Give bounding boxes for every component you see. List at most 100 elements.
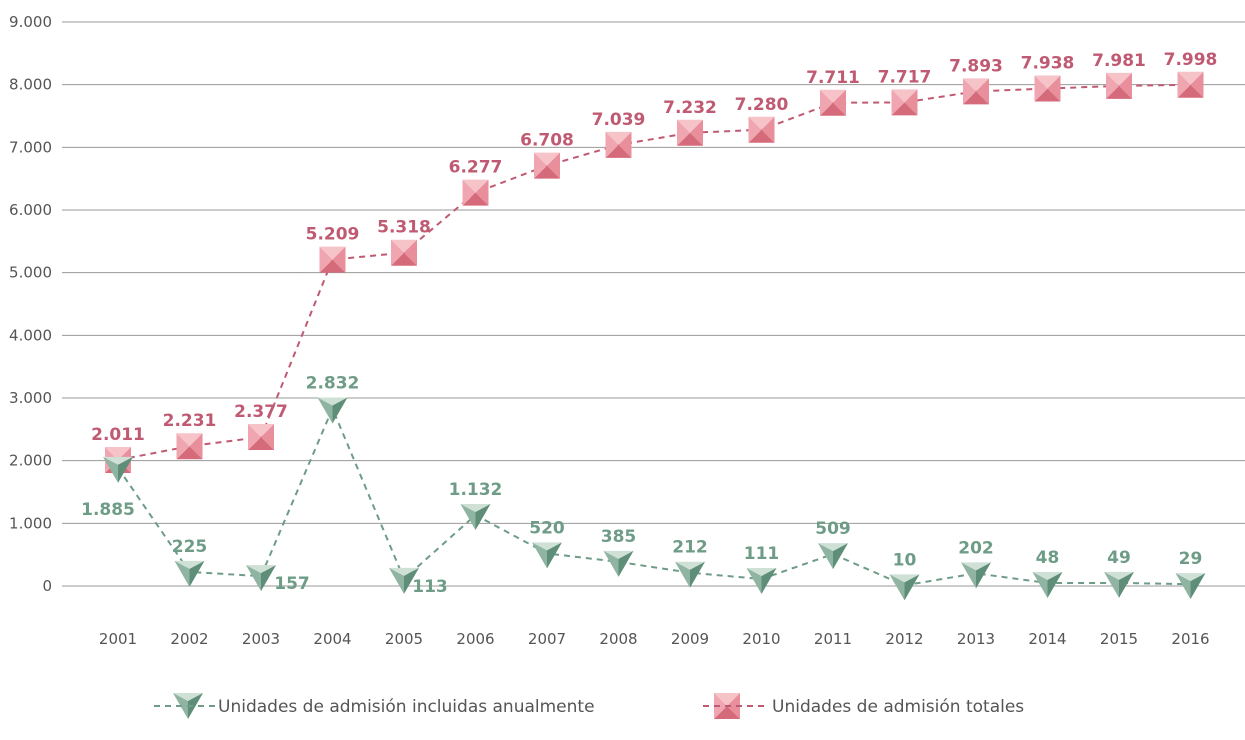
square-marker [248, 424, 274, 451]
marker-facet [174, 560, 205, 569]
data-label-incluidas: 29 [1179, 549, 1203, 569]
data-label-incluidas: 113 [412, 577, 448, 597]
marker-facet [105, 446, 131, 460]
square-marker [1034, 75, 1061, 102]
marker-facet [675, 561, 690, 588]
marker-facet [891, 89, 918, 103]
x-tick-label: 2002 [170, 630, 208, 648]
x-tick-label: 2013 [957, 630, 995, 648]
marker-facet [820, 89, 833, 116]
marker-facet [963, 91, 989, 105]
marker-facet [677, 132, 703, 146]
data-label-totales: 7.232 [663, 98, 717, 118]
marker-facet [904, 89, 918, 116]
marker-facet [462, 179, 489, 193]
triangle-marker [317, 397, 348, 424]
marker-facet [1190, 573, 1206, 600]
marker-facet [618, 131, 632, 158]
marker-facet [319, 246, 333, 273]
x-tick-label: 2008 [599, 630, 637, 648]
marker-facet [1177, 71, 1204, 85]
data-label-incluidas: 385 [601, 527, 637, 547]
data-label-incluidas: 225 [172, 537, 208, 557]
marker-facet [332, 246, 346, 273]
y-tick-label: 0 [42, 577, 52, 595]
marker-facet [475, 504, 491, 531]
y-axis: 0 1.000 2.000 3.000 4.000 5.000 6.000 7.000 8.00… [9, 13, 52, 595]
series-line-incluidas [117, 405, 1191, 587]
data-label-totales: 7.981 [1092, 51, 1146, 71]
marker-facet [547, 152, 560, 179]
data-label-totales: 7.280 [735, 95, 789, 115]
x-tick-label: 2007 [528, 630, 566, 648]
x-tick-label: 2009 [671, 630, 709, 648]
x-tick-label: 2016 [1171, 630, 1209, 648]
marker-facet [460, 504, 491, 513]
x-tick-label: 2005 [385, 630, 423, 648]
y-tick-label: 3.000 [9, 389, 52, 407]
marker-facet [690, 561, 705, 588]
marker-facet [603, 550, 619, 577]
marker-shadow [343, 239, 404, 301]
x-tick-label: 2004 [313, 630, 351, 648]
data-label-totales: 2.231 [163, 411, 217, 431]
marker-facet [1177, 71, 1191, 98]
marker-facet [963, 78, 989, 92]
marker-facet [460, 504, 476, 531]
marker-facet [248, 424, 261, 451]
data-label-totales: 5.209 [306, 225, 360, 245]
marker-facet [714, 706, 740, 719]
data-label-incluidas: 520 [529, 518, 565, 538]
triangle-marker [389, 567, 419, 594]
triangle-marker [961, 562, 991, 589]
marker-facet [761, 568, 777, 595]
marker-facet [761, 116, 775, 143]
marker-facet [1175, 573, 1191, 600]
marker-facet [605, 131, 619, 158]
marker-facet [534, 152, 547, 179]
data-label-totales: 7.711 [806, 68, 860, 88]
marker-facet [391, 239, 404, 266]
marker-facet [714, 693, 727, 719]
triangle-marker [818, 543, 848, 570]
x-tick-label: 2014 [1028, 630, 1066, 648]
marker-facet [820, 102, 846, 116]
marker-facet [261, 565, 276, 592]
y-tick-label: 5.000 [9, 264, 52, 282]
marker-facet [690, 119, 703, 146]
marker-facet [391, 252, 417, 266]
marker-facet [317, 397, 333, 424]
marker-facet [746, 568, 762, 595]
marker-facet [246, 565, 261, 592]
legend: Unidades de admisión incluidas anualment… [154, 697, 1024, 717]
square-marker [176, 433, 203, 460]
marker-facet [748, 116, 775, 130]
marker-facet [103, 456, 133, 465]
marker-facet [891, 102, 918, 116]
marker-facet [1032, 571, 1048, 598]
marker-facet [1032, 571, 1063, 580]
x-tick-label: 2015 [1100, 630, 1138, 648]
series-lines [117, 83, 1191, 587]
marker-facet [603, 550, 634, 559]
triangle-marker [532, 542, 562, 569]
x-tick-label: 2011 [814, 630, 852, 648]
marker-facet [833, 543, 848, 570]
marker-facet [818, 543, 848, 552]
square-marker [677, 119, 703, 146]
marker-facet [1047, 75, 1061, 102]
triangle-marker [603, 550, 634, 577]
marker-facet [103, 456, 118, 483]
data-label-incluidas: 212 [672, 538, 708, 558]
data-label-incluidas: 48 [1036, 548, 1060, 568]
data-label-totales: 7.717 [878, 67, 932, 87]
y-tick-label: 4.000 [9, 326, 52, 344]
data-label-totales: 2.377 [234, 402, 288, 422]
x-tick-label: 2010 [742, 630, 780, 648]
y-tick-label: 1.000 [9, 514, 52, 532]
marker-facet [176, 433, 190, 460]
marker-shadow [1129, 71, 1191, 133]
marker-facet [534, 165, 560, 179]
marker-facet [963, 78, 976, 105]
